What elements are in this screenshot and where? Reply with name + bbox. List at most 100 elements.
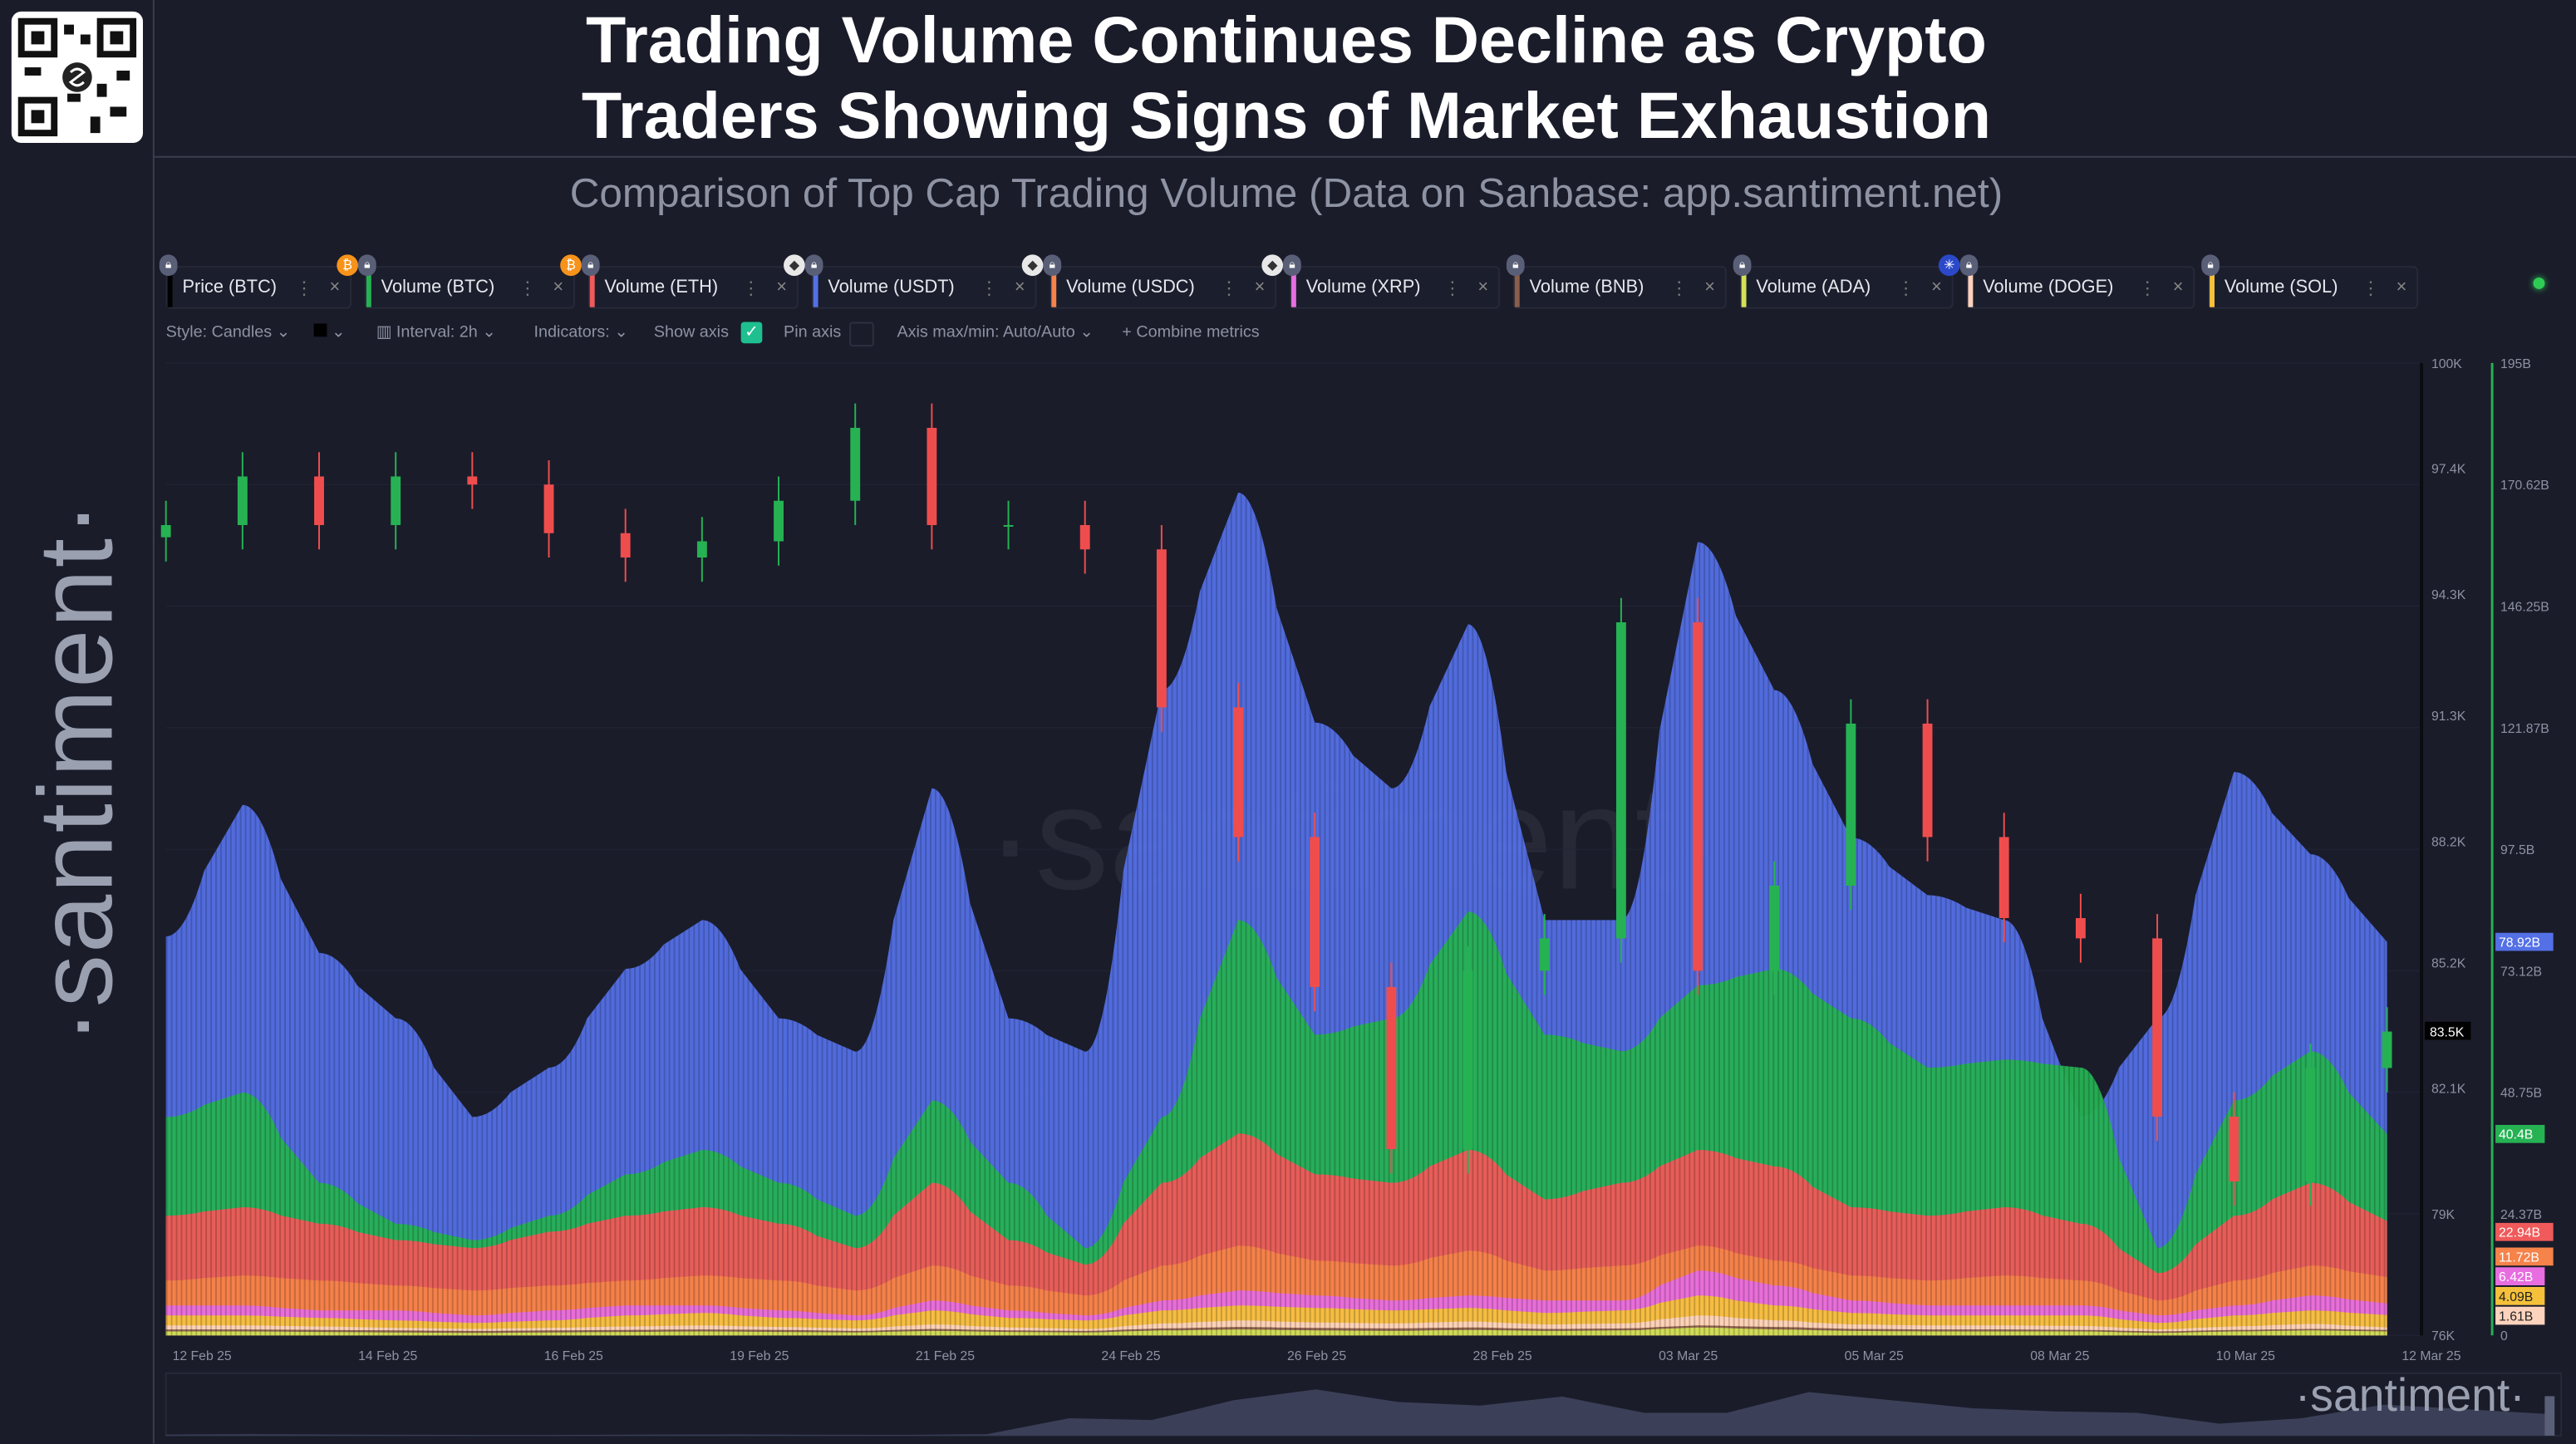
style-dropdown[interactable]: Style: Candles ⌄ — [165, 323, 291, 342]
last-value-label: 22.94B — [2499, 1226, 2540, 1240]
show-axis-checkbox[interactable]: ✓ — [740, 322, 763, 344]
metric-color-bar — [366, 268, 371, 307]
pin-axis-checkbox[interactable] — [849, 322, 874, 347]
show-axis-label: Show axis — [653, 323, 729, 342]
metric-chip[interactable]: Volume (ADA) ⋮ × 🔒︎ — [1733, 254, 1954, 309]
price-candle — [314, 476, 324, 525]
x-tick-label: 16 Feb 25 — [544, 1349, 603, 1363]
color-swatch — [313, 323, 327, 337]
price-candle — [1615, 622, 1626, 939]
price-candle — [1693, 622, 1703, 971]
price-candle — [1233, 707, 1243, 837]
price-candle — [1846, 723, 1856, 886]
last-value-tag — [2495, 932, 2554, 951]
more-icon[interactable]: ⋮ — [980, 278, 999, 298]
btc-coin-icon: ₿ — [560, 254, 582, 277]
interval-icon: ▥ — [376, 323, 392, 342]
more-icon[interactable]: ⋮ — [2138, 278, 2156, 298]
metric-label: Price (BTC) — [182, 278, 278, 297]
price-candle — [2305, 1068, 2316, 1181]
metric-chip[interactable]: Volume (BTC) ⋮ × 🔒︎ ₿ — [337, 254, 575, 309]
interval-label: Interval: 2h — [396, 323, 478, 342]
price-candle — [1079, 524, 1090, 550]
metric-chip[interactable]: Volume (USDT) ⋮ × 🔒︎ ◆ — [784, 254, 1037, 309]
close-icon[interactable]: × — [329, 278, 341, 297]
metric-color-bar — [589, 268, 595, 307]
volume-tick-label: 97.5B — [2500, 843, 2534, 857]
price-tick-label: 100K — [2431, 357, 2462, 371]
more-icon[interactable]: ⋮ — [1896, 278, 1915, 298]
metric-label: Volume (USDC) — [1066, 278, 1195, 297]
more-icon[interactable]: ⋮ — [1669, 278, 1689, 298]
more-icon[interactable]: ⋮ — [1443, 278, 1462, 298]
price-candle — [927, 427, 937, 525]
lock-icon: 🔒︎ — [581, 254, 600, 277]
more-icon[interactable]: ⋮ — [1220, 278, 1238, 298]
lock-icon: 🔒︎ — [357, 254, 376, 277]
qr-code-icon — [11, 11, 143, 143]
price-candle — [1998, 837, 2009, 919]
last-value-label: 78.92B — [2499, 936, 2540, 950]
price-candle — [620, 533, 631, 557]
metric-chip[interactable]: Volume (BNB) ⋮ × 🔒︎ — [1506, 254, 1727, 309]
indicators-dropdown[interactable]: Indicators: ⌄ — [533, 323, 628, 342]
more-icon[interactable]: ⋮ — [294, 278, 313, 298]
x-tick-label: 21 Feb 25 — [916, 1349, 975, 1363]
x-tick-label: 19 Feb 25 — [730, 1349, 789, 1363]
metric-chip[interactable]: Price (BTC) ⋮ × 🔒︎ — [159, 254, 352, 309]
price-candle — [1922, 723, 1933, 837]
close-icon[interactable]: × — [1477, 278, 1489, 297]
metric-chip[interactable]: Volume (USDC) ⋮ × 🔒︎ ◆ — [1021, 254, 1277, 309]
metric-chip[interactable]: Volume (XRP) ⋮ × 🔒︎ ◆ — [1261, 254, 1501, 309]
price-tick-label: 79K — [2431, 1208, 2456, 1222]
last-value-tag — [2495, 1306, 2545, 1325]
interval-dropdown[interactable]: ▥ Interval: 2h ⌄ — [376, 323, 496, 342]
page-subtitle: Comparison of Top Cap Trading Volume (Da… — [569, 170, 2003, 217]
combine-metrics-button[interactable]: + Combine metrics — [1122, 323, 1259, 341]
last-value-tag — [2495, 1286, 2545, 1305]
btc-coin-icon: ₿ — [337, 254, 358, 277]
price-candle — [1463, 970, 1473, 1149]
more-icon[interactable]: ⋮ — [518, 278, 537, 298]
eth-coin-icon: ◆ — [1021, 254, 1044, 277]
axis-minmax-label: Axis max/min: Auto/Auto — [897, 323, 1075, 342]
price-candle — [774, 500, 784, 542]
close-icon[interactable]: × — [1014, 278, 1025, 297]
price-candle — [1156, 549, 1167, 708]
x-tick-label: 14 Feb 25 — [358, 1349, 417, 1363]
metric-chip[interactable]: Volume (DOGE) ⋮ × 🔒︎ ✳ — [1938, 254, 2195, 309]
close-icon[interactable]: × — [1254, 278, 1266, 297]
volume-tick-label: 24.37B — [2500, 1208, 2542, 1222]
more-icon[interactable]: ⋮ — [741, 278, 760, 298]
metric-color-bar — [1514, 268, 1520, 307]
volume-tick-label: 73.12B — [2500, 965, 2542, 979]
last-value-tag — [2495, 1124, 2545, 1143]
x-tick-label: 12 Feb 25 — [173, 1349, 232, 1363]
last-value-label: 11.72B — [2499, 1250, 2539, 1265]
close-icon[interactable]: × — [553, 278, 564, 297]
metric-label: Volume (ADA) — [1756, 278, 1871, 297]
x-tick-label: 05 Mar 25 — [1845, 1349, 1904, 1363]
x-tick-label: 03 Mar 25 — [1659, 1349, 1718, 1363]
price-candle — [467, 476, 478, 485]
more-icon[interactable]: ⋮ — [2362, 278, 2380, 298]
metric-color-bar — [813, 268, 819, 307]
close-icon[interactable]: × — [2396, 278, 2407, 297]
ada-coin-icon: ✳ — [1938, 254, 1960, 277]
close-icon[interactable]: × — [776, 278, 787, 297]
navigator-handle[interactable] — [2544, 1396, 2555, 1436]
metric-chip[interactable]: Volume (SOL) ⋮ × 🔒︎ — [2201, 254, 2419, 309]
price-candle — [1539, 938, 1550, 971]
close-icon[interactable]: × — [2172, 278, 2184, 297]
axis-minmax-dropdown[interactable]: Axis max/min: Auto/Auto ⌄ — [897, 323, 1094, 342]
close-icon[interactable]: × — [1931, 278, 1942, 297]
price-candle — [160, 524, 171, 538]
volume-area-texture — [165, 1327, 2387, 1336]
close-icon[interactable]: × — [1704, 278, 1715, 297]
metric-chip[interactable]: Volume (ETH) ⋮ × 🔒︎ ₿ — [560, 254, 799, 309]
eth-coin-icon: ◆ — [784, 254, 805, 277]
color-dropdown[interactable]: ⌄ — [313, 323, 346, 341]
price-candle — [2229, 1116, 2239, 1181]
header-divider — [152, 155, 2576, 158]
